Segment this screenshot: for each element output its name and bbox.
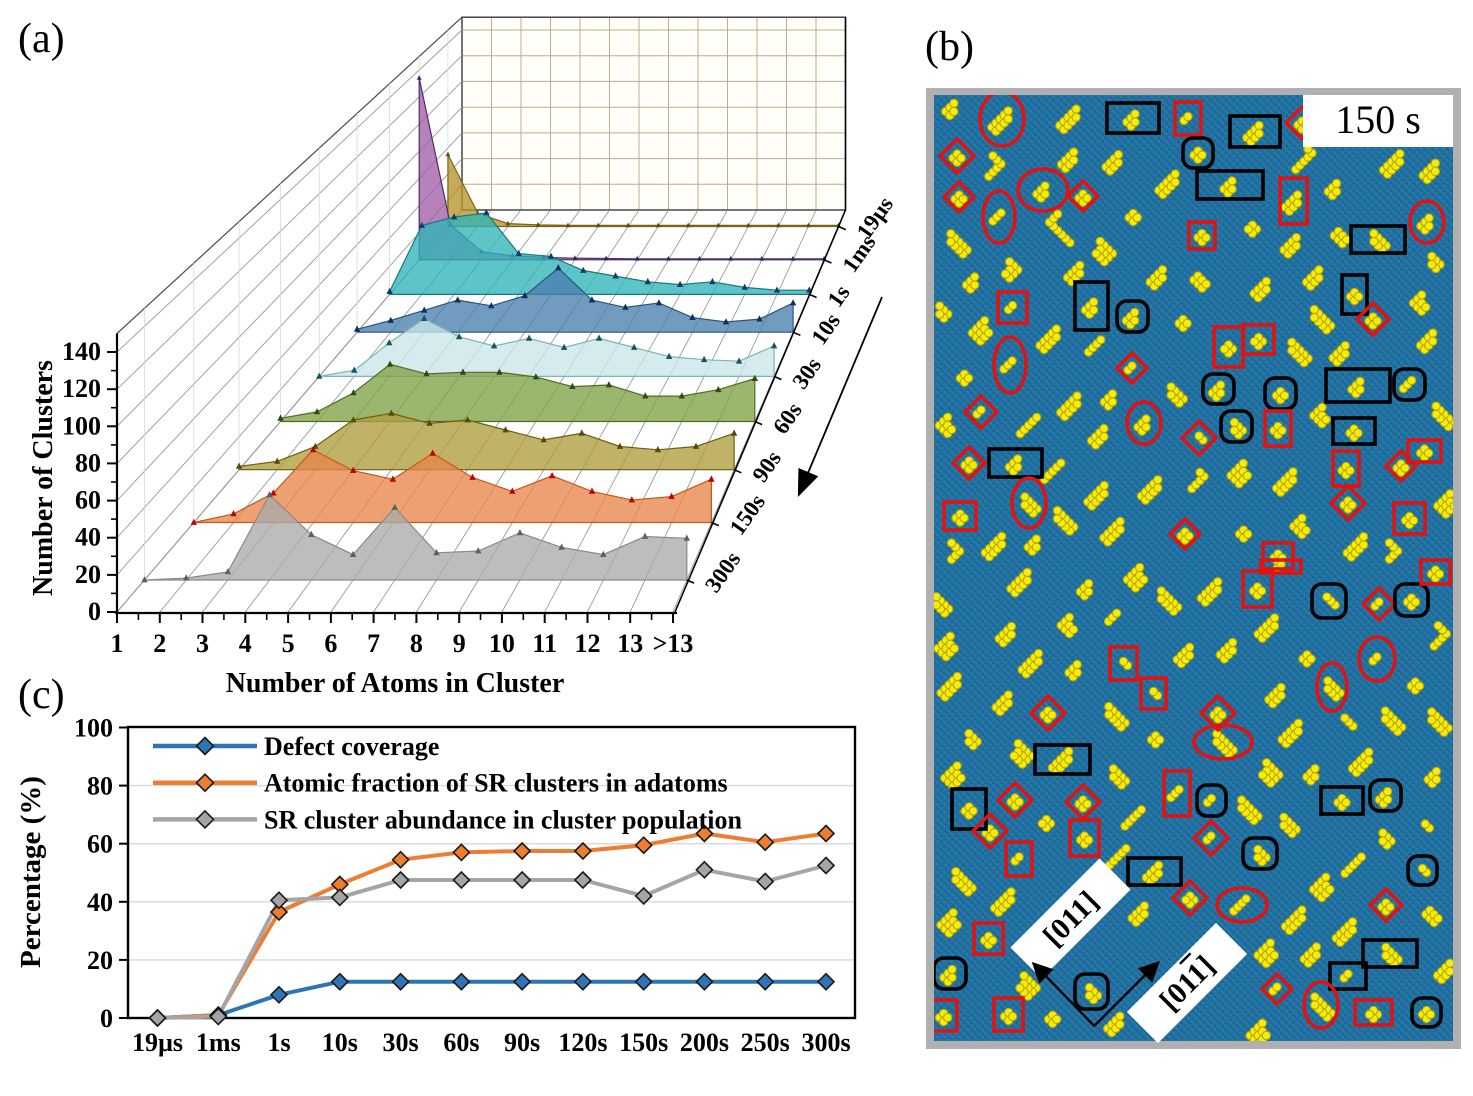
svg-text:6: 6 — [324, 629, 337, 658]
svg-text:120: 120 — [62, 374, 101, 403]
svg-text:300s: 300s — [801, 1028, 850, 1057]
svg-text:(a): (a) — [18, 16, 65, 62]
svg-text:250s: 250s — [741, 1028, 790, 1057]
svg-text:2: 2 — [153, 629, 166, 658]
svg-text:120s: 120s — [558, 1028, 607, 1057]
svg-text:60: 60 — [75, 486, 101, 515]
svg-text:60: 60 — [87, 830, 113, 859]
svg-text:0: 0 — [88, 597, 101, 626]
svg-text:80: 80 — [87, 772, 113, 801]
svg-text:1ms: 1ms — [196, 1028, 241, 1057]
svg-text:20: 20 — [87, 946, 113, 975]
svg-text:3: 3 — [196, 629, 209, 658]
svg-text:150 s: 150 s — [1335, 97, 1421, 142]
svg-text:SR cluster abundance in cluste: SR cluster abundance in cluster populati… — [264, 805, 743, 834]
svg-text:11: 11 — [532, 629, 557, 658]
svg-text:13: 13 — [617, 629, 643, 658]
svg-text:200s: 200s — [680, 1028, 729, 1057]
svg-text:5: 5 — [282, 629, 295, 658]
svg-text:4: 4 — [239, 629, 252, 658]
svg-text:Number of Clusters: Number of Clusters — [28, 360, 59, 596]
svg-text:Percentage (%): Percentage (%) — [15, 776, 47, 968]
svg-text:140: 140 — [62, 337, 101, 366]
svg-text:10: 10 — [489, 629, 515, 658]
svg-text:12: 12 — [575, 629, 601, 658]
svg-text:30s: 30s — [383, 1028, 419, 1057]
svg-text:(c): (c) — [18, 672, 65, 718]
svg-text:10s: 10s — [322, 1028, 358, 1057]
svg-text:80: 80 — [75, 448, 101, 477]
svg-text:1: 1 — [111, 629, 124, 658]
svg-text:20: 20 — [75, 560, 101, 589]
svg-text:100: 100 — [74, 714, 113, 743]
svg-text:Atomic fraction of SR clusters: Atomic fraction of SR clusters in adatom… — [264, 769, 728, 798]
svg-text:8: 8 — [410, 629, 423, 658]
svg-text:0: 0 — [100, 1004, 113, 1033]
svg-text:40: 40 — [87, 888, 113, 917]
svg-text:7: 7 — [367, 629, 380, 658]
svg-text:9: 9 — [453, 629, 466, 658]
svg-text:40: 40 — [75, 523, 101, 552]
svg-text:100: 100 — [62, 411, 101, 440]
svg-text:Number of Atoms in Cluster: Number of Atoms in Cluster — [226, 668, 565, 699]
svg-text:150s: 150s — [619, 1028, 668, 1057]
svg-text:90s: 90s — [504, 1028, 540, 1057]
svg-text:>13: >13 — [653, 629, 694, 658]
svg-text:1s: 1s — [267, 1028, 290, 1057]
svg-text:60s: 60s — [443, 1028, 479, 1057]
svg-text:Defect coverage: Defect coverage — [264, 732, 439, 761]
svg-text:(b): (b) — [925, 24, 974, 70]
svg-text:19µs: 19µs — [132, 1028, 183, 1057]
